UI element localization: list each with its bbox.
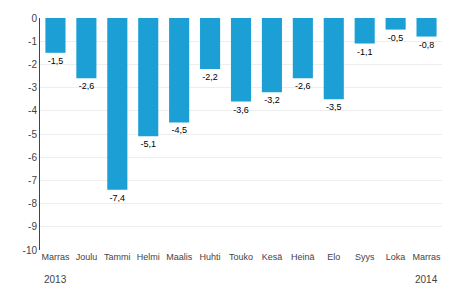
svg-text:-3,6: -3,6 xyxy=(233,105,249,115)
svg-text:-10: -10 xyxy=(23,245,38,256)
svg-text:-0,5: -0,5 xyxy=(388,33,404,43)
svg-text:-5,1: -5,1 xyxy=(140,139,156,149)
svg-text:-9: -9 xyxy=(28,221,37,232)
svg-text:Marras: Marras xyxy=(41,252,70,262)
svg-text:Helmi: Helmi xyxy=(137,252,160,262)
svg-text:-4,5: -4,5 xyxy=(171,125,187,135)
svg-text:2013: 2013 xyxy=(44,274,67,285)
svg-text:Maalis: Maalis xyxy=(166,252,193,262)
svg-text:0: 0 xyxy=(31,13,37,24)
svg-text:Loka: Loka xyxy=(386,252,406,262)
svg-text:-3,2: -3,2 xyxy=(264,95,280,105)
svg-text:-2,6: -2,6 xyxy=(295,81,311,91)
svg-text:2014: 2014 xyxy=(415,274,438,285)
svg-text:-3: -3 xyxy=(28,82,37,93)
svg-text:Heinä: Heinä xyxy=(291,252,315,262)
svg-text:-1,5: -1,5 xyxy=(48,56,64,66)
svg-text:Elo: Elo xyxy=(327,252,340,262)
svg-text:Marras: Marras xyxy=(413,252,442,262)
svg-text:-3,5: -3,5 xyxy=(326,102,342,112)
svg-text:Joulu: Joulu xyxy=(76,252,98,262)
svg-text:Kesä: Kesä xyxy=(262,252,283,262)
svg-text:-1,1: -1,1 xyxy=(357,47,373,57)
svg-text:-4: -4 xyxy=(28,105,37,116)
svg-text:-2,6: -2,6 xyxy=(79,81,95,91)
svg-text:Huhti: Huhti xyxy=(200,252,221,262)
svg-text:-1: -1 xyxy=(28,36,37,47)
svg-text:-2,2: -2,2 xyxy=(202,72,218,82)
svg-text:-8: -8 xyxy=(28,198,37,209)
svg-text:-5: -5 xyxy=(28,129,37,140)
svg-text:-2: -2 xyxy=(28,59,37,70)
svg-text:Touko: Touko xyxy=(229,252,253,262)
svg-text:-0,8: -0,8 xyxy=(419,40,435,50)
svg-text:-7,4: -7,4 xyxy=(110,193,126,203)
svg-text:Tammi: Tammi xyxy=(104,252,131,262)
svg-text:-6: -6 xyxy=(28,152,37,163)
svg-text:-7: -7 xyxy=(28,175,37,186)
svg-text:Syys: Syys xyxy=(355,252,375,262)
